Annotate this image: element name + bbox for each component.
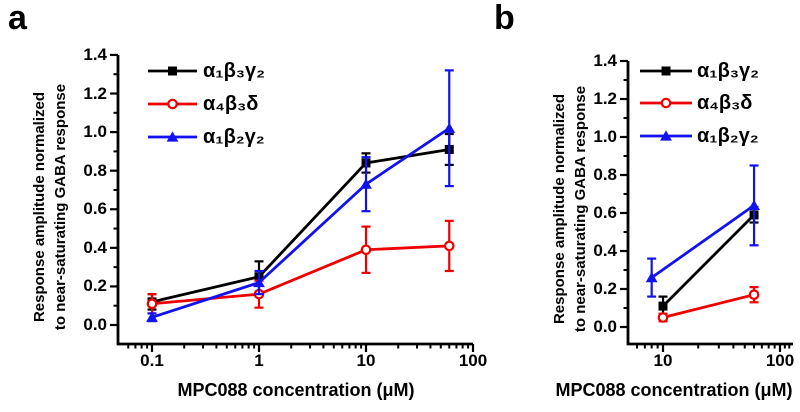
circle-marker [748,289,760,300]
square-marker [661,66,671,76]
panel-a-legend-label-a4b3d: α₄β₃δ [203,93,259,115]
triangle-marker [360,178,372,189]
circle-marker [660,97,672,109]
circle-marker [443,240,455,252]
panel-b-y-tick-label: 0.8 [593,165,617,184]
y-axis-title-line1: Response amplitude normalized [31,91,48,323]
series-line [151,127,451,319]
series-b-1 [640,97,760,323]
panel-a-x-tick-label: 1 [254,351,264,370]
panel-b-y-tick-label: 0.2 [593,279,617,298]
series-line [151,148,450,304]
panel-b-y-tick-label: 0.0 [593,317,617,336]
panel-b-y-tick-label: 1.0 [593,127,617,146]
series-line [662,213,756,308]
panel-b-label: b [494,0,515,37]
panel-a-legend-label-a1b2g2: α₁β₂γ₂ [203,126,265,148]
panel-b-y-tick-label: 0.4 [593,241,617,260]
series-a-1 [146,98,455,315]
panel-b-legend-label-a1b3g2: α₁β₃γ₂ [697,60,760,82]
series-a-2 [146,69,456,323]
panel-a-legend-label-a1b3g2: α₁β₃γ₂ [203,60,266,82]
y-axis-title-line1: Response amplitude normalized [551,93,568,325]
panel-b-x-tick-label: 100 [765,351,795,370]
triangle-marker [253,276,265,288]
triangle-marker [660,130,672,141]
panel-b-y-tick-label: 1.2 [593,89,617,108]
series-line [151,244,450,306]
triangle-marker [166,131,179,142]
circle-marker [167,98,178,110]
panel-a-y-tick-label: 0.6 [83,199,107,219]
panel-b-x-axis-title: MPC088 concentration (μM) [555,380,793,400]
panel-b-x-tick-label: 10 [653,351,673,370]
series-line [662,293,755,319]
triangle-marker [748,199,760,210]
square-marker [168,66,177,76]
panel-b-y-tick-label: 0.6 [593,203,617,222]
circle-marker [146,298,158,310]
panel-a-plot [110,53,475,352]
triangle-marker [146,311,158,322]
panel-a-y-tick-label: 1.4 [83,44,107,64]
square-marker [658,301,668,311]
panel-a-label: a [8,0,27,37]
panel-b-y-tick-label: 1.4 [593,51,617,70]
triangle-marker [443,122,456,133]
panel-a-y-tick-label: 1.2 [83,83,107,103]
panel-a-x-axis-title: MPC088 concentration (μM) [177,380,415,400]
circle-marker [657,312,669,323]
triangle-marker [645,272,658,283]
panel-a-y-tick-label: 0.0 [83,315,107,334]
series-line [650,204,755,279]
panel-a-x-tick-label: 10 [356,351,376,370]
panel-b-plot [620,59,793,352]
panel-a-y-tick-label: 0.2 [83,276,107,296]
panel-a-x-tick-label: 0.1 [140,351,164,370]
panel-b-legend-label-a4b3d: α₄β₃δ [697,92,753,114]
panel-a-y-tick-label: 1.0 [83,122,107,142]
series-b-2 [640,130,760,298]
panel-a-x-tick-label: 100 [458,351,488,370]
panel-a-y-tick-label: 0.4 [83,237,107,257]
panel-a-y-tick-label: 0.8 [83,160,107,180]
circle-marker [360,244,372,256]
panel-b-legend-label-a1b2g2: α₁β₂γ₂ [697,125,759,147]
